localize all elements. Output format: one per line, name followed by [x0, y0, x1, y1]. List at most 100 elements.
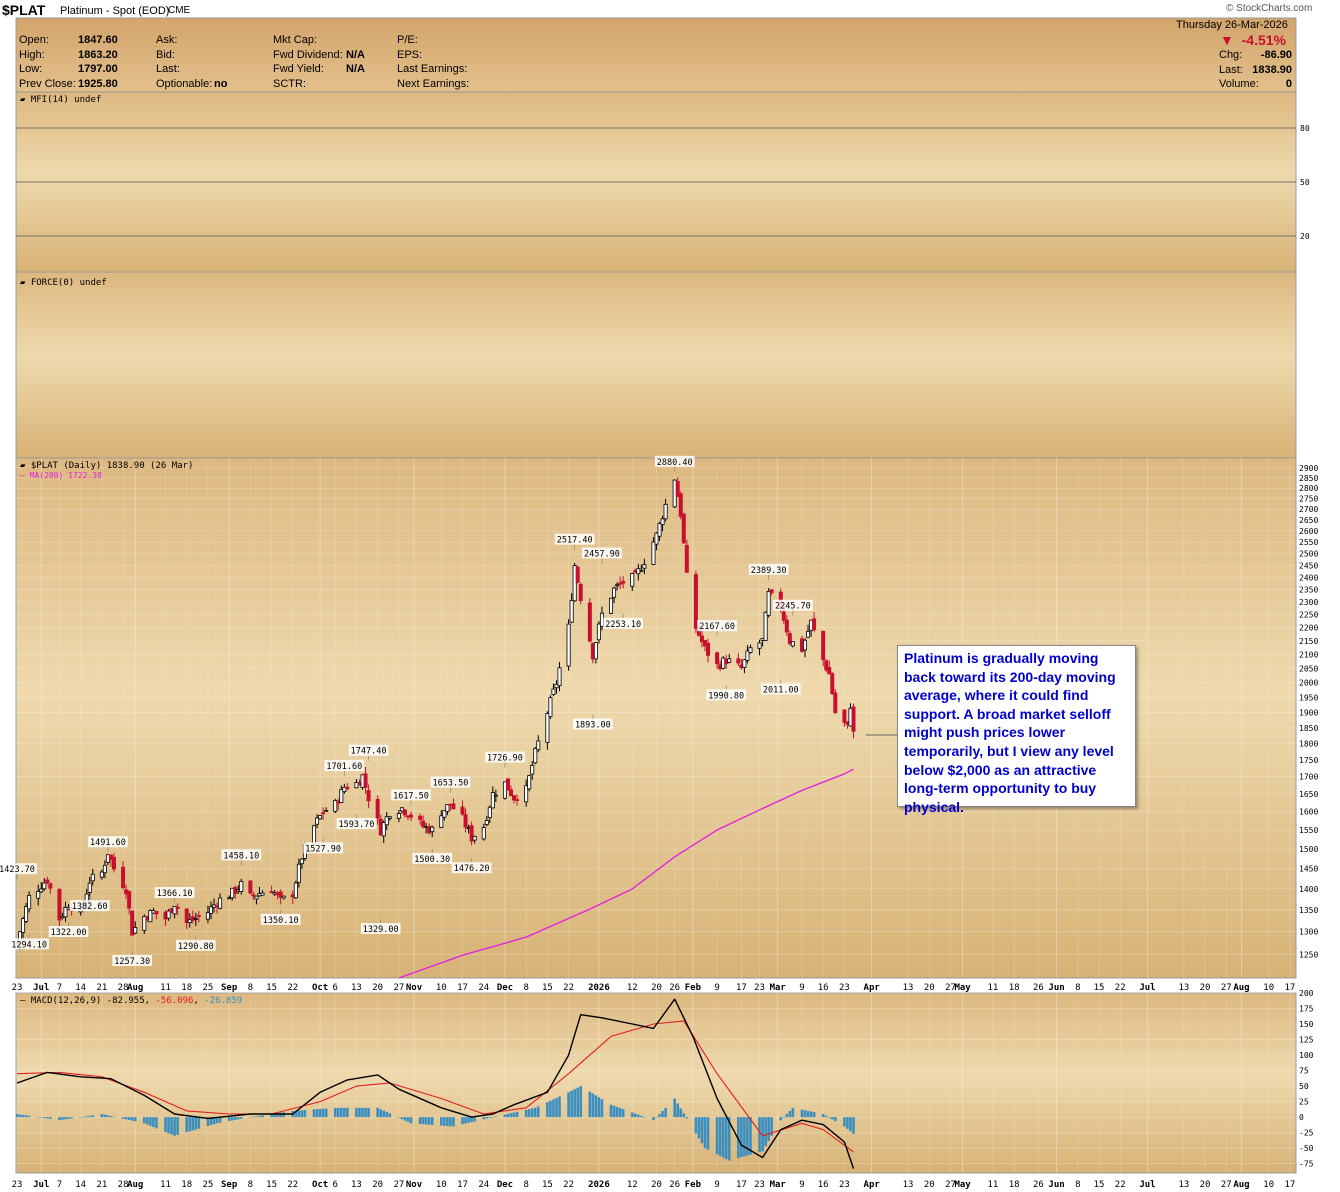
macd-histogram-bar	[615, 1106, 619, 1118]
candle	[260, 890, 265, 896]
macd-histogram-bar	[555, 1097, 558, 1118]
macd-histogram-bar	[721, 1117, 725, 1158]
macd-histogram-bar	[530, 1108, 534, 1118]
date-tick-label: 22	[287, 983, 298, 993]
candle	[681, 512, 686, 544]
candle	[596, 621, 601, 644]
candle-body	[375, 798, 380, 819]
macd-histogram-bar	[782, 1117, 786, 1118]
price-tick-label: 1250	[1299, 950, 1318, 959]
macd-histogram-bar	[343, 1107, 346, 1118]
candle-body	[130, 910, 135, 936]
candle	[533, 746, 538, 765]
candle-body	[557, 667, 562, 687]
macd-histogram-bar	[70, 1117, 73, 1119]
candle-body	[596, 623, 601, 641]
candle-body	[803, 639, 808, 651]
macd-histogram-bar	[100, 1114, 104, 1118]
candle-body	[430, 826, 435, 833]
quote-label: High:	[19, 48, 45, 61]
candle	[421, 815, 426, 829]
price-label-bg	[336, 817, 377, 829]
candle-body	[460, 806, 465, 815]
date-tick-label: 26	[669, 983, 680, 993]
candle	[830, 671, 835, 695]
price-tick-label: 2550	[1299, 538, 1318, 547]
macd-histogram-bar	[576, 1087, 579, 1118]
macd-histogram-bar	[279, 1112, 282, 1118]
price-tick-label: 2650	[1299, 516, 1318, 525]
macd-histogram-bar	[673, 1098, 676, 1118]
price-label-text: 1500.30	[414, 855, 450, 865]
macd-histogram-bar	[440, 1117, 443, 1126]
price-tick-label: 2100	[1299, 650, 1318, 659]
candle-body	[154, 910, 159, 915]
price-label-bg	[324, 760, 365, 772]
watermark: © StockCharts.com	[1226, 3, 1313, 14]
macd-histogram-bar	[533, 1107, 537, 1118]
macd-tick-label: 100	[1299, 1051, 1314, 1060]
date-tick-label: Nov	[406, 983, 423, 993]
candle	[399, 807, 404, 814]
candle-body	[509, 789, 514, 796]
candle-body	[630, 573, 635, 587]
macd-histogram-bar	[549, 1100, 552, 1118]
candle	[569, 593, 574, 624]
candle	[42, 878, 47, 891]
price-tick-label: 1650	[1299, 790, 1318, 799]
quote-label: Bid:	[156, 48, 175, 61]
candle-body	[548, 697, 553, 718]
candle-body	[599, 612, 604, 627]
candle	[318, 814, 323, 820]
candle-body	[654, 532, 659, 545]
candle	[63, 901, 68, 922]
macd-histogram-bar	[142, 1117, 146, 1124]
candle	[430, 825, 435, 838]
macd-histogram-bar	[509, 1113, 513, 1118]
date-tick-label: 6	[333, 1180, 338, 1190]
candle-body	[445, 804, 450, 812]
date-tick-label: 26	[1033, 983, 1044, 993]
date-tick-label: 15	[1094, 1180, 1105, 1190]
candle-body	[790, 641, 795, 647]
candle-body	[490, 792, 495, 809]
macd-histogram-bar	[197, 1117, 201, 1129]
date-tick-label: Aug	[127, 983, 143, 993]
macd-histogram-bar	[255, 1116, 258, 1118]
candle	[339, 785, 344, 803]
candle-body	[842, 709, 847, 723]
candle-body	[318, 814, 323, 820]
macd-histogram-bar	[109, 1116, 113, 1118]
candle-body	[187, 919, 192, 924]
price-label: 1366.10	[154, 887, 195, 904]
candle	[333, 798, 338, 814]
macd-histogram-bar	[173, 1117, 176, 1136]
candle-body	[660, 518, 665, 525]
candle-body	[681, 513, 686, 544]
price-label-bg	[154, 887, 195, 899]
price-label: 1458.10	[221, 849, 262, 866]
quote-label: Chg:	[1219, 49, 1243, 61]
macd-histogram-bar	[355, 1107, 358, 1118]
macd-histogram-bar	[600, 1099, 604, 1118]
force-panel	[15, 271, 1297, 459]
analyst-annotation: Platinum is gradually moving back toward…	[897, 645, 1136, 815]
date-tick-label: Dec	[497, 1180, 513, 1190]
candle-body	[545, 713, 550, 744]
candle-body	[421, 820, 426, 828]
price-label: 2389.30	[748, 563, 789, 580]
candle	[418, 813, 423, 825]
candle	[842, 709, 847, 727]
price-label-text: 1990.80	[708, 691, 744, 701]
candle-body	[45, 879, 50, 884]
macd-tick-label: -75	[1299, 1160, 1314, 1169]
candle-body	[699, 635, 704, 643]
macd-histogram-bar	[297, 1110, 301, 1118]
symbol: $PLAT	[2, 2, 46, 18]
macd-histogram-bar	[249, 1117, 252, 1118]
candle-body	[193, 918, 198, 920]
candle	[218, 893, 223, 910]
candle	[193, 912, 198, 926]
candle	[548, 695, 553, 720]
candle-body	[409, 814, 414, 818]
